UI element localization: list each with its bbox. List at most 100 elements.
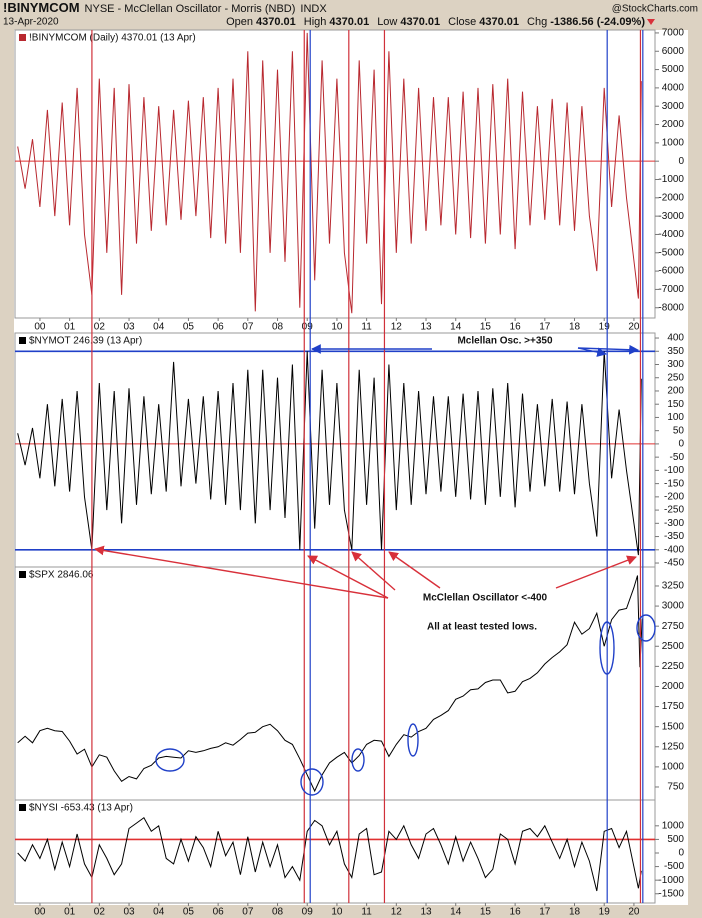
y-tick-label: 7000 bbox=[662, 28, 685, 39]
y-tick-label: 1000 bbox=[662, 137, 685, 148]
y-tick-label: 100 bbox=[667, 412, 684, 423]
highlight-ellipse bbox=[351, 748, 365, 772]
quote-value: 4370.01 bbox=[479, 16, 519, 28]
x-tick-label: 15 bbox=[480, 322, 492, 333]
y-tick-label: 1750 bbox=[662, 701, 685, 712]
highlight-ellipse bbox=[300, 768, 324, 796]
y-tick-label: 1500 bbox=[662, 721, 685, 732]
y-tick-label: -100 bbox=[664, 465, 684, 476]
x-tick-label: 03 bbox=[123, 322, 135, 333]
x-tick-label: 00 bbox=[34, 322, 46, 333]
arrow bbox=[94, 545, 389, 599]
x-tick-label: 04 bbox=[153, 322, 165, 333]
y-tick-label: 3250 bbox=[662, 581, 685, 592]
y-tick-label: 1250 bbox=[662, 741, 685, 752]
x-tick-label: 16 bbox=[510, 907, 522, 918]
x-tick-label: 14 bbox=[450, 322, 462, 333]
x-tick-label: 06 bbox=[213, 907, 225, 918]
header-quote: Open 4370.01 High 4370.01 Low 4370.01 Close 437… bbox=[226, 16, 645, 28]
x-tick-label: 08 bbox=[272, 907, 284, 918]
y-tick-label: 750 bbox=[667, 782, 684, 793]
y-tick-label: -1000 bbox=[658, 875, 684, 886]
x-tick-label: 04 bbox=[153, 907, 165, 918]
x-tick-label: 01 bbox=[64, 322, 76, 333]
series-line bbox=[17, 32, 642, 314]
quote-label: Close bbox=[448, 16, 476, 28]
arrow bbox=[577, 347, 607, 357]
y-tick-label: -250 bbox=[664, 505, 684, 516]
x-tick-label: 19 bbox=[599, 907, 611, 918]
arrow bbox=[351, 551, 396, 591]
y-tick-label: -7000 bbox=[658, 284, 684, 295]
y-tick-label: 0 bbox=[678, 156, 684, 167]
y-tick-label: 6000 bbox=[662, 46, 685, 57]
quote-value: 4370.01 bbox=[256, 16, 296, 28]
y-tick-label: 1000 bbox=[662, 762, 685, 773]
y-tick-label: -150 bbox=[664, 478, 684, 489]
y-tick-label: -3000 bbox=[658, 211, 684, 222]
y-tick-label: 5000 bbox=[662, 64, 685, 75]
y-tick-label: 0 bbox=[678, 439, 684, 450]
x-tick-label: 01 bbox=[64, 907, 76, 918]
quote-value: 4370.01 bbox=[400, 16, 440, 28]
y-tick-label: -2000 bbox=[658, 192, 684, 203]
x-tick-label: 11 bbox=[361, 322, 372, 333]
x-tick-label: 14 bbox=[450, 907, 462, 918]
y-tick-label: 2000 bbox=[662, 681, 685, 692]
x-tick-label: 13 bbox=[420, 322, 432, 333]
y-tick-label: -8000 bbox=[658, 302, 684, 313]
x-tick-label: 05 bbox=[183, 322, 195, 333]
y-tick-label: 2750 bbox=[662, 621, 685, 632]
header-title: !BINYMCOM NYSE - McClellan Oscillator - M… bbox=[3, 0, 327, 15]
quote-label: Open bbox=[226, 16, 253, 28]
y-tick-label: -450 bbox=[664, 558, 684, 569]
x-tick-label: 09 bbox=[302, 322, 314, 333]
y-tick-label: 300 bbox=[667, 359, 684, 370]
header-date: 13-Apr-2020 bbox=[3, 17, 59, 28]
down-arrow-icon bbox=[647, 19, 655, 25]
x-tick-label: 18 bbox=[569, 907, 581, 918]
arrow bbox=[388, 551, 441, 589]
x-tick-label: 08 bbox=[272, 322, 284, 333]
x-tick-label: 17 bbox=[539, 322, 551, 333]
highlight-ellipse bbox=[407, 723, 419, 757]
y-tick-label: -300 bbox=[664, 518, 684, 529]
x-tick-label: 07 bbox=[242, 907, 254, 918]
quote-label: Low bbox=[377, 16, 397, 28]
arrow bbox=[307, 555, 389, 599]
panel-frame bbox=[14, 29, 656, 319]
y-tick-label: 1000 bbox=[662, 820, 685, 831]
x-tick-label: 10 bbox=[331, 907, 343, 918]
x-tick-label: 17 bbox=[539, 907, 551, 918]
quote-value: 4370.01 bbox=[329, 16, 369, 28]
x-tick-label: 15 bbox=[480, 907, 492, 918]
legend-icon bbox=[19, 571, 26, 578]
y-tick-label: 0 bbox=[678, 848, 684, 859]
header-source: @StockCharts.com bbox=[612, 4, 698, 15]
x-tick-label: 02 bbox=[94, 322, 106, 333]
x-tick-label: 20 bbox=[628, 322, 640, 333]
quote-value: -1386.56 (-24.09%) bbox=[550, 16, 645, 28]
y-tick-label: -5000 bbox=[658, 247, 684, 258]
x-tick-label: 02 bbox=[94, 907, 106, 918]
y-tick-label: -200 bbox=[664, 491, 684, 502]
panel-frame bbox=[14, 799, 656, 904]
y-tick-label: 4000 bbox=[662, 83, 685, 94]
x-tick-label: 13 bbox=[420, 907, 432, 918]
y-tick-label: -1500 bbox=[658, 888, 684, 899]
y-tick-label: 150 bbox=[667, 399, 684, 410]
y-tick-label: 3000 bbox=[662, 101, 685, 112]
x-tick-label: 03 bbox=[123, 907, 135, 918]
highlight-ellipse bbox=[636, 614, 656, 642]
x-tick-label: 07 bbox=[242, 322, 254, 333]
y-tick-label: 2500 bbox=[662, 641, 685, 652]
y-tick-label: 50 bbox=[673, 425, 685, 436]
y-tick-label: -1000 bbox=[658, 174, 684, 185]
legend-icon bbox=[19, 337, 26, 344]
series-line bbox=[17, 816, 642, 892]
annotation-shapes bbox=[94, 344, 656, 796]
x-tick-label: 19 bbox=[599, 322, 611, 333]
legend-label: !BINYMCOM (Daily) 4370.01 (13 Apr) bbox=[29, 33, 196, 44]
arrow bbox=[577, 344, 639, 355]
